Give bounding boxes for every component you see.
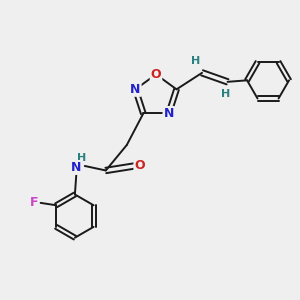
Text: H: H bbox=[191, 56, 200, 66]
Text: H: H bbox=[76, 154, 86, 164]
Text: O: O bbox=[134, 160, 145, 172]
Text: H: H bbox=[221, 89, 231, 99]
Text: F: F bbox=[30, 196, 38, 209]
Text: N: N bbox=[71, 161, 82, 174]
Text: N: N bbox=[130, 83, 141, 96]
Text: N: N bbox=[164, 107, 174, 120]
Text: O: O bbox=[151, 68, 161, 81]
